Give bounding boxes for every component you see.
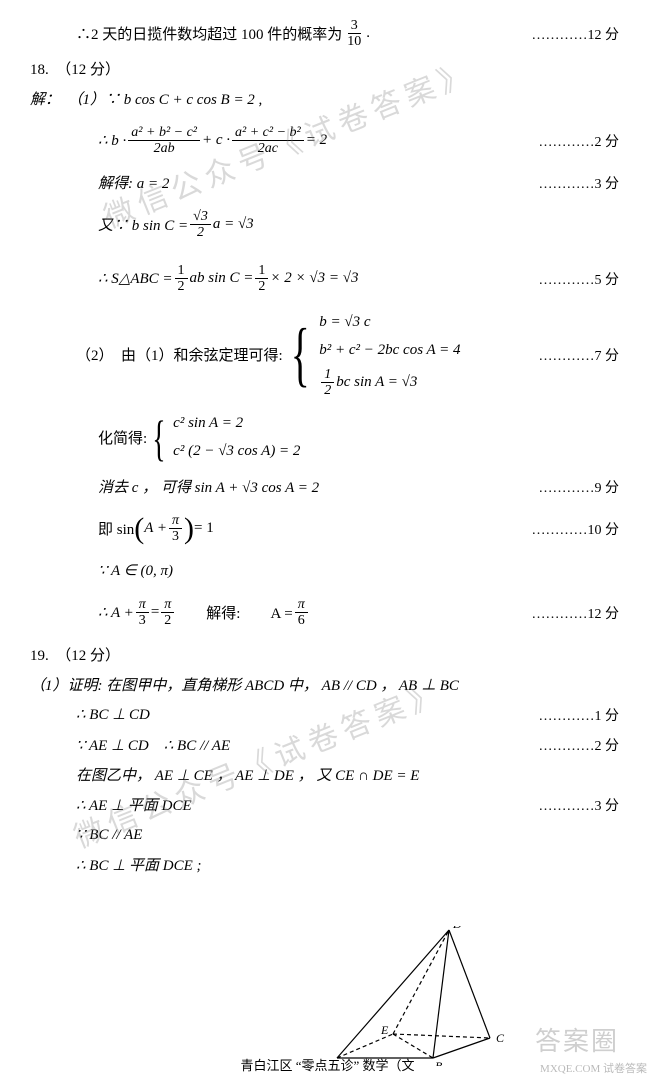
fraction: π6 (295, 597, 308, 629)
score-marker: …………12 分 (532, 24, 626, 44)
line-ae-perp-plane: ∴ AE ⊥ 平面 DCE …………3 分 (30, 794, 625, 816)
text: 解得: a = 2 (98, 172, 169, 193)
text: ab sin C = (190, 270, 254, 287)
text: . (366, 25, 370, 42)
text: ∴ BC ⊥ 平面 DCE ; (76, 854, 202, 875)
paren-right-icon: ) (184, 515, 194, 542)
score-marker: …………10 分 (532, 519, 626, 539)
pyramid-diagram: ABCED (335, 926, 505, 1066)
text: A + (144, 520, 167, 537)
text: 化简得: (98, 427, 147, 448)
case-row: c² sin A = 2 (173, 412, 300, 436)
text: ∴ S△ABC = (98, 269, 173, 288)
case-row: b = √3 c (319, 311, 460, 335)
score-marker: …………3 分 (539, 173, 626, 193)
text: ∵ A ∈ (0, π) (98, 561, 173, 580)
text: （2） 由（1）和余弦定理可得: (76, 344, 283, 365)
score-marker: …………2 分 (539, 735, 626, 755)
line-19-1-proof: （1）证明: 在图甲中，直角梯形 ABCD 中， AB // CD ， AB ⊥… (30, 674, 625, 696)
score-marker: …………5 分 (539, 269, 626, 289)
line-eq18-5: 化简得: { c² sin A = 2 c² (2 − √3 cos A) = … (30, 408, 625, 468)
text: ∴2 天的日揽件数均超过 100 件的概率为 (76, 23, 342, 44)
problem-18-header: 18. （12 分） (30, 58, 625, 80)
text: 在图乙中， AE ⊥ CE ， AE ⊥ DE ， 又 CE ∩ DE = E (76, 764, 419, 785)
fraction: 1 2 (175, 263, 188, 295)
fraction: 1 2 (255, 263, 268, 295)
text: = (151, 604, 159, 621)
case-row: c² (2 − √3 cos A) = 2 (173, 440, 300, 464)
text: a = √3 (213, 216, 254, 233)
text: ∵ AE ⊥ CD ∴ BC // AE (76, 734, 230, 755)
text: 即 sin (98, 518, 134, 539)
problem-19-header: 19. （12 分） (30, 644, 625, 666)
line-eq18-2: 又∵ b sin C = √3 2 a = √3 (30, 202, 625, 248)
text: 又∵ b sin C = (98, 214, 188, 235)
text: ∴ AE ⊥ 平面 DCE (76, 794, 192, 815)
text: ∴ BC ⊥ CD (76, 705, 150, 724)
cases-bracket: { b = √3 c b² + c² − 2bc cos A = 4 12 bc… (283, 311, 461, 399)
score-marker: …………2 分 (539, 131, 626, 151)
text: ∴ A + (98, 603, 134, 622)
case-row: b² + c² − 2bc cos A = 4 (319, 339, 460, 363)
text: + c · (202, 132, 230, 149)
text: 消去 c ， 可得 sin A + √3 cos A = 2 (98, 476, 319, 497)
line-ae-perp-cd: ∵ AE ⊥ CD ∴ BC // AE …………2 分 (30, 734, 625, 756)
line-eq18-6: 即 sin ( A + π 3 ) = 1 …………10 分 (30, 506, 625, 552)
svg-text:C: C (496, 1031, 505, 1045)
line-eq18-3: ∴ S△ABC = 1 2 ab sin C = 1 2 × 2 × √3 = … (30, 256, 625, 302)
line-eq18-1: ∴ b · a² + b² − c² 2ab + c · a² + c² − b… (30, 118, 625, 164)
cases-bracket: { c² sin A = 2 c² (2 − √3 cos A) = 2 (147, 412, 300, 464)
fraction: π 3 (169, 513, 182, 545)
fraction: a² + c² − b² 2ac (232, 125, 304, 157)
score-marker: …………7 分 (539, 345, 626, 365)
text: 19. （12 分） (30, 644, 120, 665)
line-eq18-7: ∴ A + π3 = π2 解得: A = π6 …………12 分 (30, 590, 625, 636)
fraction: √3 2 (190, 209, 211, 241)
text: 解得: A = (176, 602, 292, 623)
logo-watermark: 答案圈 (535, 1021, 619, 1058)
svg-text:E: E (380, 1023, 389, 1037)
line-18-1-given: 解： （1）∵ b cos C + c cos B = 2 , (30, 88, 625, 110)
score-marker: …………1 分 (539, 705, 626, 725)
text: = 1 (194, 520, 214, 537)
text: ∴ b · (98, 131, 126, 150)
fraction: a² + b² − c² 2ab (128, 125, 200, 157)
svg-text:D: D (452, 926, 462, 931)
fraction: π2 (161, 597, 174, 629)
score-marker: …………3 分 (539, 795, 626, 815)
line-bc-perp-cd: ∴ BC ⊥ CD …………1 分 (30, 704, 625, 726)
paren-left-icon: ( (134, 515, 144, 542)
score-marker: …………12 分 (532, 603, 626, 623)
line-bc-perp-plane: ∴ BC ⊥ 平面 DCE ; (30, 854, 625, 876)
line-fig-yi: 在图乙中， AE ⊥ CE ， AE ⊥ DE ， 又 CE ∩ DE = E (30, 764, 625, 786)
score-marker: …………9 分 (539, 477, 626, 497)
text: 18. （12 分） (30, 58, 120, 79)
fraction: π3 (136, 597, 149, 629)
line-a-domain: ∵ A ∈ (0, π) (30, 560, 625, 582)
text: = 2 (306, 132, 327, 149)
text: （1）证明: 在图甲中，直角梯形 ABCD 中， AB // CD ， AB ⊥… (30, 674, 459, 695)
line-prob-result: ∴2 天的日揽件数均超过 100 件的概率为 3 10 . …………12 分 (30, 18, 625, 50)
text: × 2 × √3 = √3 (270, 270, 358, 287)
text: 解： （1）∵ b cos C + c cos B = 2 , (30, 88, 262, 109)
line-eq18-4: （2） 由（1）和余弦定理可得: { b = √3 c b² + c² − 2b… (30, 310, 625, 400)
case-row: 12 bc sin A = √3 (319, 367, 460, 399)
fraction: 3 10 (344, 18, 364, 50)
line-bc-parallel-ae: ∵ BC // AE (30, 824, 625, 846)
text: ∵ BC // AE (76, 825, 142, 844)
page-footer: 青白江区 “零点五诊” 数学（文 (0, 1055, 655, 1074)
line-eliminate-c: 消去 c ， 可得 sin A + √3 cos A = 2 …………9 分 (30, 476, 625, 498)
line-a-equals-2: 解得: a = 2 …………3 分 (30, 172, 625, 194)
